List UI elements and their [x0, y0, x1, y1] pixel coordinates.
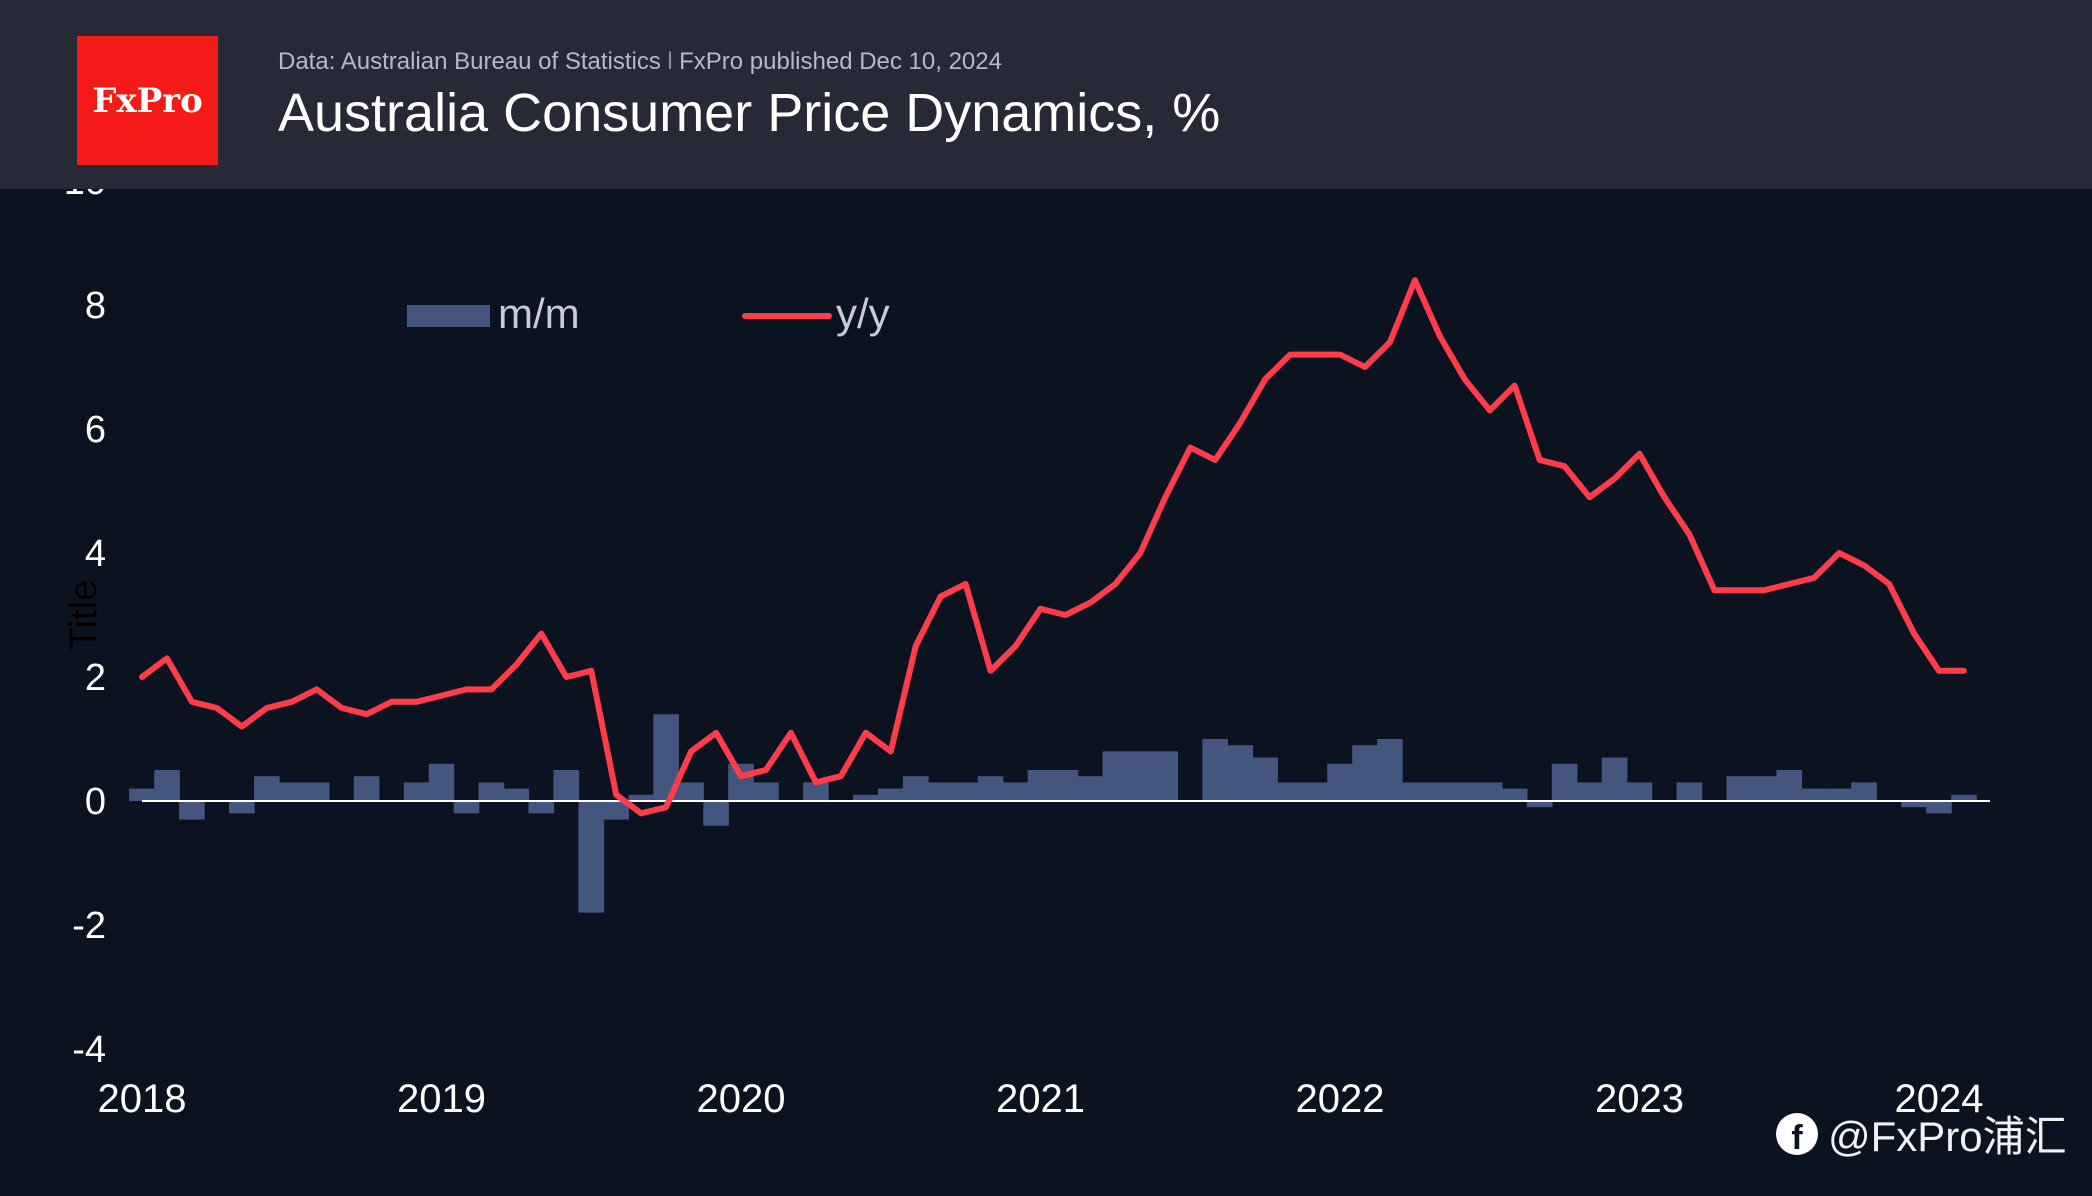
- bar-mm: [1102, 751, 1129, 801]
- bar-mm: [728, 763, 754, 801]
- x-tick-label: 2023: [1595, 1077, 1684, 1121]
- bar-mm: [1127, 751, 1154, 801]
- bar-mm: [1352, 745, 1378, 801]
- x-tick-label: 2022: [1296, 1077, 1385, 1121]
- bar-mm: [229, 801, 255, 814]
- bar-mm: [628, 794, 654, 801]
- bar-mm: [279, 782, 305, 801]
- header-bar: FxPro Data: Australian Bureau of Statist…: [0, 0, 2092, 189]
- bar-mm: [678, 782, 704, 801]
- y-axis: 1086420-2-4: [64, 161, 106, 1071]
- bar-mm: [878, 788, 904, 801]
- data-source: Data: Australian Bureau of Statistics ǀ Fx…: [278, 48, 1002, 76]
- bar-mm: [1027, 770, 1054, 801]
- bar-mm: [478, 782, 505, 801]
- bar-mm: [1152, 751, 1179, 801]
- bar-mm: [1526, 801, 1553, 808]
- bar-mm: [453, 801, 480, 814]
- bar-mm: [1202, 739, 1228, 801]
- bar-mm: [803, 782, 829, 801]
- bar-mm: [1377, 739, 1403, 801]
- bar-mm: [1277, 782, 1303, 801]
- facebook-icon: f: [1776, 1112, 1818, 1155]
- bar-series-mm: [129, 714, 1977, 913]
- bar-mm: [503, 788, 530, 801]
- y-tick-label: 0: [85, 781, 106, 823]
- bar-mm: [154, 770, 180, 801]
- bar-mm: [1477, 782, 1503, 801]
- bar-mm: [353, 776, 380, 801]
- legend-swatch-mm: [407, 305, 490, 327]
- legend-label-mm: m/m: [498, 290, 580, 337]
- fxpro-logo: FxPro: [77, 36, 218, 165]
- chart-title: Australia Consumer Price Dynamics, %: [278, 83, 1221, 143]
- bar-mm: [1726, 776, 1753, 801]
- published-date: FxPro published Dec 10, 2024: [679, 48, 1002, 75]
- y-axis-label: Title: [63, 580, 105, 650]
- line-series-yy: [139, 277, 1967, 817]
- bar-mm: [1851, 782, 1877, 801]
- bar-mm: [528, 801, 555, 814]
- bar-mm: [1801, 788, 1827, 801]
- y-tick-label: -2: [72, 905, 106, 947]
- legend-label-yy: y/y: [836, 290, 890, 337]
- bar-mm: [129, 788, 155, 801]
- y-tick-label: -4: [72, 1029, 106, 1071]
- bar-mm: [1576, 782, 1603, 801]
- bar-mm: [1601, 757, 1628, 801]
- bar-mm: [1427, 782, 1453, 801]
- bar-mm: [1926, 801, 1952, 814]
- bar-mm: [1002, 782, 1029, 801]
- y-tick-label: 2: [85, 657, 106, 699]
- bar-mm: [977, 776, 1004, 801]
- bar-mm: [578, 801, 605, 913]
- bar-mm: [1626, 782, 1653, 801]
- watermark-text: @FxPro浦汇: [1828, 1113, 2067, 1160]
- bar-mm: [902, 776, 929, 801]
- bar-mm: [1776, 770, 1803, 801]
- bar-mm: [1452, 782, 1478, 801]
- x-tick-label: 2024: [1895, 1077, 1984, 1121]
- bar-mm: [1402, 782, 1428, 801]
- bar-mm: [428, 763, 455, 801]
- bar-mm: [403, 782, 430, 801]
- bar-mm: [179, 801, 205, 820]
- x-tick-label: 2018: [98, 1077, 187, 1121]
- separator: ǀ: [666, 48, 674, 75]
- bar-mm: [303, 782, 330, 801]
- bar-mm: [603, 801, 629, 820]
- bar-mm: [703, 801, 729, 826]
- bar-mm: [1901, 801, 1927, 808]
- bar-mm: [1751, 776, 1778, 801]
- source-text: Data: Australian Bureau of Statistics: [278, 48, 661, 75]
- bar-mm: [1551, 763, 1578, 801]
- bar-mm: [1327, 763, 1353, 801]
- bar-mm: [853, 794, 879, 801]
- bar-mm: [254, 776, 280, 801]
- bar-mm: [952, 782, 979, 801]
- x-axis: 2018 2019 2020 2021 2022 2023 2024: [98, 1077, 1984, 1121]
- bar-mm: [1252, 757, 1278, 801]
- x-tick-label: 2020: [697, 1077, 786, 1121]
- y-tick-label: 4: [85, 533, 106, 575]
- bar-mm: [927, 782, 954, 801]
- legend: m/m y/y: [407, 290, 890, 337]
- watermark: f @FxPro浦汇: [1776, 1103, 2067, 1164]
- bar-mm: [1227, 745, 1253, 801]
- bar-mm: [1676, 782, 1703, 801]
- bar-mm: [1826, 788, 1852, 801]
- y-tick-label: 8: [85, 285, 106, 327]
- y-tick-label: 6: [85, 409, 106, 451]
- bar-mm: [753, 782, 779, 801]
- bar-mm: [1302, 782, 1328, 801]
- x-tick-label: 2019: [397, 1077, 486, 1121]
- bar-mm: [1077, 776, 1104, 801]
- x-tick-label: 2021: [996, 1077, 1085, 1121]
- bar-mm: [1052, 770, 1079, 801]
- bar-mm: [553, 770, 580, 801]
- bar-mm: [1501, 788, 1528, 801]
- bar-mm: [1951, 794, 1977, 801]
